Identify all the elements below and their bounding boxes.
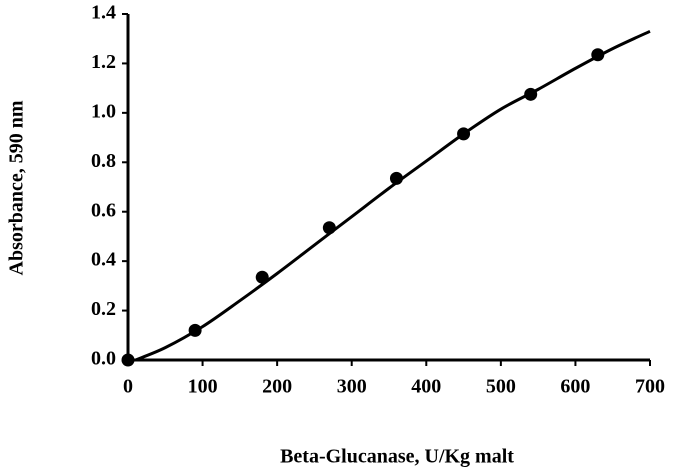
y-tick-label: 0.0 xyxy=(91,348,116,370)
x-tick-label: 700 xyxy=(635,376,665,398)
fit-line xyxy=(134,29,651,362)
y-axis-label: Absorbance, 590 nm xyxy=(6,100,28,275)
y-tick-label: 1.0 xyxy=(91,100,116,122)
x-axis-label: Beta-Glucanase, U/Kg malt xyxy=(280,446,514,468)
x-tick-label: 300 xyxy=(337,376,367,398)
x-tick-label: 0 xyxy=(123,376,133,398)
x-tick-label: 200 xyxy=(262,376,292,398)
x-tick-label: 500 xyxy=(486,376,516,398)
y-tick-label: 0.6 xyxy=(91,199,116,221)
data-point xyxy=(121,353,135,367)
x-tick-label: 100 xyxy=(188,376,218,398)
x-tick-label: 600 xyxy=(560,376,590,398)
y-tick-label: 0.8 xyxy=(91,150,116,172)
y-tick-label: 1.2 xyxy=(91,51,116,73)
y-tick-label: 1.4 xyxy=(91,2,116,24)
x-tick-label: 400 xyxy=(411,376,441,398)
y-tick-label: 0.2 xyxy=(91,298,116,320)
y-tick-label: 0.4 xyxy=(91,249,116,271)
